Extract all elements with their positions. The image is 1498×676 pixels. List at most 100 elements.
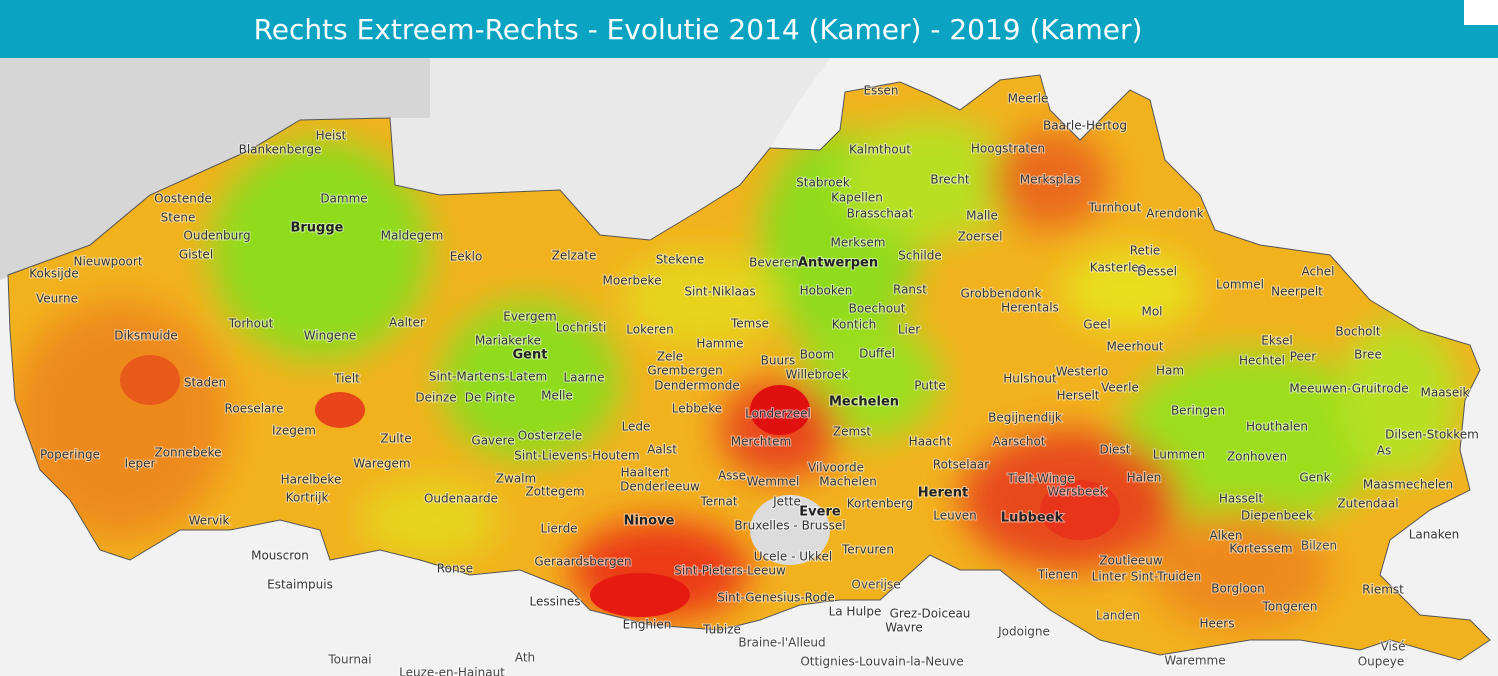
place-label: Lochristi bbox=[556, 321, 607, 335]
place-label: As bbox=[1377, 444, 1391, 458]
place-label: Waremme bbox=[1164, 654, 1225, 668]
place-label: Eeklo bbox=[450, 250, 483, 264]
place-label: Eksel bbox=[1261, 334, 1293, 348]
place-label: Maasmechelen bbox=[1363, 478, 1453, 492]
place-label: Dilsen-Stokkem bbox=[1385, 428, 1479, 442]
place-label: Retie bbox=[1130, 244, 1161, 258]
place-label: Staden bbox=[184, 376, 226, 390]
place-label: Brecht bbox=[930, 173, 969, 187]
place-label: Tervuren bbox=[841, 543, 894, 557]
place-label: Begijnendijk bbox=[988, 411, 1062, 425]
place-label: Oosterzele bbox=[518, 429, 582, 443]
place-label: Diepenbeek bbox=[1241, 509, 1313, 523]
place-label: Schilde bbox=[898, 249, 942, 263]
place-label: Zoersel bbox=[958, 230, 1003, 244]
place-label: Meerhout bbox=[1106, 340, 1163, 354]
place-label: Ronse bbox=[437, 562, 473, 576]
place-label: Gistel bbox=[179, 248, 213, 262]
place-label: Wingene bbox=[304, 329, 357, 343]
netherlands bbox=[390, 58, 830, 240]
place-label: Kortessem bbox=[1229, 542, 1292, 556]
place-label: Jette bbox=[772, 495, 801, 509]
place-label: Kortenberg bbox=[847, 497, 914, 511]
place-label: Kasterlee bbox=[1090, 261, 1146, 275]
sea bbox=[0, 58, 430, 280]
place-label: Hechtel bbox=[1239, 354, 1285, 368]
place-label: Aarschot bbox=[993, 435, 1046, 449]
place-label: Hasselt bbox=[1219, 492, 1264, 506]
place-label: Asse bbox=[718, 469, 746, 483]
place-label: Meeuwen-Gruitrode bbox=[1289, 382, 1408, 396]
place-label: Poperinge bbox=[40, 448, 100, 462]
place-label: Izegem bbox=[272, 424, 316, 438]
place-label: Stekene bbox=[656, 253, 705, 267]
place-label: Boechout bbox=[849, 302, 906, 316]
place-label: Neerpelt bbox=[1271, 285, 1323, 299]
place-label: Herent bbox=[918, 486, 968, 501]
place-label: Jodoigne bbox=[997, 625, 1050, 639]
place-label: Oudenaarde bbox=[424, 492, 498, 506]
place-label: Tielt-Winge bbox=[1006, 472, 1074, 486]
place-label: Veerle bbox=[1101, 381, 1139, 395]
place-label: Tielt bbox=[333, 372, 360, 386]
place-label: Tournai bbox=[327, 653, 371, 667]
place-label: Sint-Pieters-Leeuw bbox=[674, 564, 786, 578]
place-label: Aalter bbox=[389, 316, 425, 330]
place-label: Malle bbox=[966, 209, 998, 223]
place-label: Zottegem bbox=[525, 485, 584, 499]
place-label: Zoutleeuw bbox=[1099, 554, 1163, 568]
place-label: Zele bbox=[657, 350, 683, 364]
place-label: Mariakerke bbox=[475, 334, 541, 348]
place-label: Sint-Niklaas bbox=[684, 285, 755, 299]
place-label: Landen bbox=[1096, 609, 1140, 623]
place-label: Heist bbox=[316, 129, 347, 143]
place-label: Bruxelles - Brussel bbox=[734, 519, 845, 533]
place-label: Geel bbox=[1083, 318, 1110, 332]
place-label: Riemst bbox=[1362, 583, 1404, 597]
place-label: Bree bbox=[1354, 348, 1382, 362]
place-label: Nieuwpoort bbox=[73, 255, 142, 269]
place-label: Lier bbox=[898, 323, 920, 337]
place-label: Dendermonde bbox=[654, 379, 740, 393]
place-label: Wavre bbox=[885, 621, 923, 635]
place-label: Zulte bbox=[380, 432, 411, 446]
place-label: Damme bbox=[320, 192, 367, 206]
place-label: Gent bbox=[513, 348, 548, 363]
place-label: Hoogstraten bbox=[971, 142, 1045, 156]
place-label: Wervik bbox=[189, 514, 230, 528]
place-label: Beveren bbox=[749, 256, 799, 270]
place-label: Maaseik bbox=[1421, 386, 1470, 400]
place-label: Kortrijk bbox=[286, 491, 329, 505]
place-label: Lebbeke bbox=[672, 402, 722, 416]
place-label: Stene bbox=[161, 211, 196, 225]
place-label: Ternat bbox=[699, 495, 737, 509]
place-label: Enghien bbox=[623, 618, 672, 632]
place-label: Hoboken bbox=[800, 284, 853, 298]
place-label: Borgloon bbox=[1211, 582, 1265, 596]
place-label: Haacht bbox=[909, 435, 952, 449]
place-label: Sint-Genesius-Rode bbox=[717, 591, 835, 605]
place-label: Machelen bbox=[819, 475, 877, 489]
place-label: Oupeye bbox=[1358, 655, 1405, 669]
place-label: Westerlo bbox=[1056, 365, 1109, 379]
place-label: Lummen bbox=[1153, 448, 1205, 462]
place-label: Willebroek bbox=[786, 368, 849, 382]
place-label: Peer bbox=[1290, 350, 1317, 364]
place-label: Bilzen bbox=[1301, 539, 1337, 553]
place-label: Vilvoorde bbox=[808, 461, 864, 475]
place-label: Wemmel bbox=[747, 475, 800, 489]
place-label: Meerle bbox=[1008, 92, 1049, 106]
place-label: Koksijde bbox=[29, 267, 78, 281]
place-label: Deinze bbox=[415, 391, 456, 405]
place-label: Melle bbox=[541, 389, 573, 403]
place-label: Haaltert bbox=[621, 466, 670, 480]
place-label: Heers bbox=[1200, 617, 1235, 631]
place-label: Zonhoven bbox=[1227, 450, 1287, 464]
place-label: Harelbeke bbox=[281, 473, 342, 487]
place-label: Grez-Doiceau bbox=[890, 607, 971, 621]
place-label: Visé bbox=[1381, 640, 1406, 654]
place-label: Tienen bbox=[1037, 568, 1078, 582]
place-label: Veurne bbox=[36, 292, 78, 306]
place-label: Antwerpen bbox=[798, 256, 878, 271]
